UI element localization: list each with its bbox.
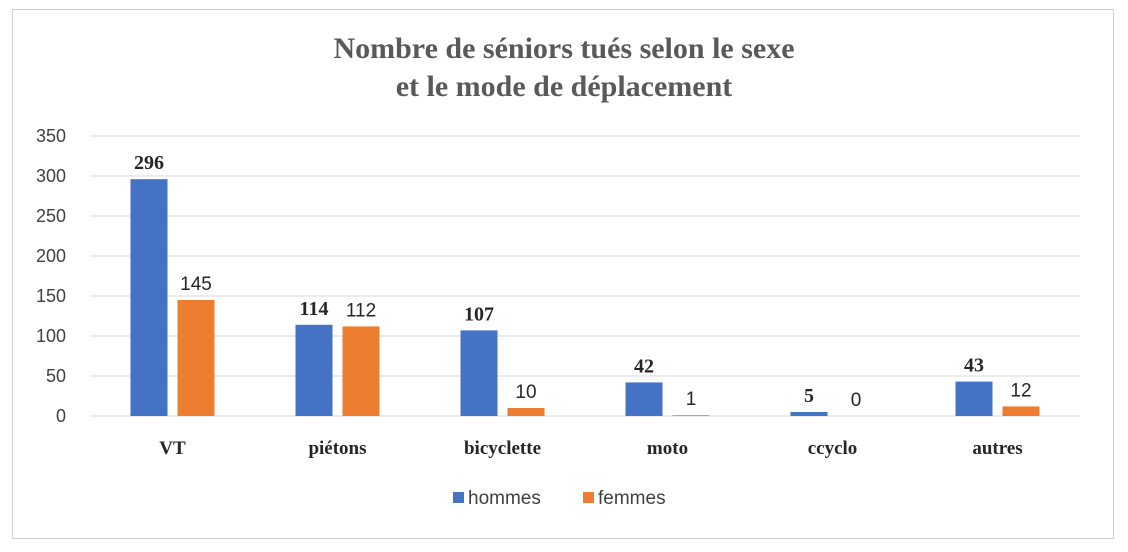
y-tick-label: 0 [56, 406, 66, 426]
bar-hommes [460, 330, 498, 416]
bar-femmes [1002, 406, 1040, 416]
y-tick-label: 200 [36, 246, 66, 266]
y-tick-label: 250 [36, 206, 66, 226]
bar-hommes [295, 324, 333, 416]
legend-label-femmes: femmes [598, 488, 666, 509]
data-label-femmes: 112 [346, 300, 376, 321]
y-tick-label: 300 [36, 166, 66, 186]
data-label-femmes: 12 [1010, 380, 1031, 401]
y-tick-label: 350 [36, 126, 66, 146]
x-tick-label: VT [159, 438, 186, 459]
data-label-hommes: 114 [300, 298, 329, 320]
x-tick-label: autres [972, 438, 1022, 459]
bar-hommes [625, 382, 663, 416]
legend-label-hommes: hommes [468, 488, 541, 509]
legend-swatch-femmes [583, 492, 594, 503]
data-label-hommes: 107 [464, 303, 494, 325]
y-tick-label: 100 [36, 326, 66, 346]
bars [130, 179, 1040, 416]
chart-frame [12, 9, 1114, 539]
data-label-femmes: 145 [180, 274, 212, 295]
data-label-femmes: 10 [515, 382, 536, 403]
chart-title-line-1: Nombre de séniors tués selon le sexe [333, 32, 794, 65]
data-label-femmes: 0 [851, 390, 862, 411]
bar-hommes [955, 381, 993, 416]
x-tick-label: moto [647, 438, 688, 459]
bar-femmes [507, 408, 545, 416]
chart-title: Nombre de séniors tués selon le sexe et … [333, 32, 794, 103]
bar-hommes [130, 179, 168, 416]
x-tick-label: bicyclette [464, 438, 541, 459]
bar-femmes [177, 300, 215, 416]
bar-femmes [342, 326, 380, 416]
y-tick-label: 150 [36, 286, 66, 306]
legend-swatch-hommes [453, 492, 464, 503]
data-label-hommes: 5 [804, 385, 814, 407]
x-tick-label: piétons [308, 438, 366, 459]
data-label-femmes: 1 [686, 389, 697, 410]
bar-hommes [790, 412, 828, 416]
bar-femmes [672, 415, 710, 416]
legend: hommes femmes [453, 488, 666, 509]
data-labels: 296 145 114 112 107 10 42 1 5 0 43 12 [134, 152, 1032, 411]
y-tick-label: 50 [46, 366, 66, 386]
y-axis: 0 50 100 150 200 250 300 350 [36, 126, 66, 426]
data-label-hommes: 42 [634, 355, 654, 377]
data-label-hommes: 43 [964, 355, 984, 377]
x-axis: VT piétons bicyclette moto ccyclo autres [159, 438, 1022, 459]
x-tick-label: ccyclo [808, 438, 858, 459]
data-label-hommes: 296 [134, 152, 164, 174]
gridlines [90, 135, 1080, 417]
chart-title-line-2: et le mode de déplacement [396, 70, 733, 103]
